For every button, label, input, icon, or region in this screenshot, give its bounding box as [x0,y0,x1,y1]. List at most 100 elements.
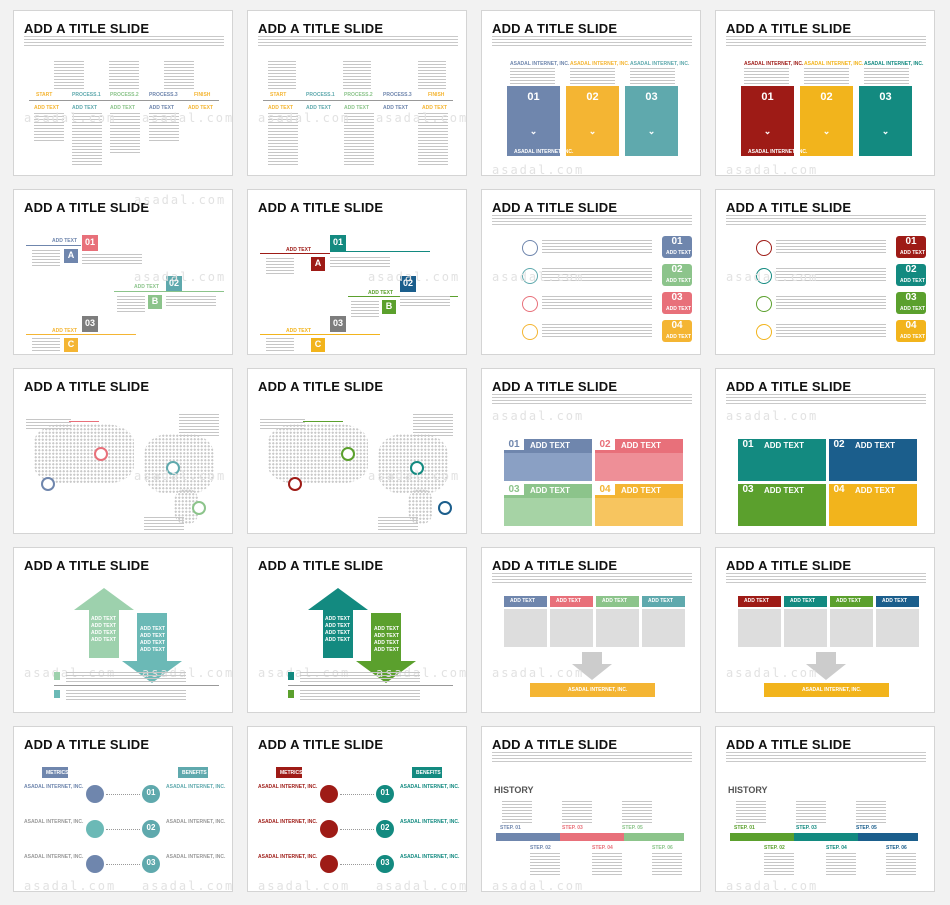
timeline-segment [560,833,624,841]
dotted-connector [106,829,140,830]
slide-16[interactable]: ADD A TITLE SLIDE ADD TEXT ADD TEXT ADD … [715,547,935,713]
slide-title: ADD A TITLE SLIDE [492,21,618,36]
slide-15[interactable]: ADD A TITLE SLIDE ADD TEXT ADD TEXT ADD … [481,547,701,713]
slide-6[interactable]: ADD A TITLE SLIDE ADD TEXT 01 A ADD TEXT… [247,189,467,355]
label-start: START [36,92,53,98]
watermark: asadal.com [134,469,227,483]
slide-12[interactable]: ADD A TITLE SLIDE 01 02 03 04 ADD TEXT A… [715,368,935,534]
text-block [268,113,298,165]
quadrant-3-header [738,484,826,498]
slide-14[interactable]: ADD A TITLE SLIDE ADD TEXT ADD TEXT ADD … [247,547,467,713]
text-block [149,113,179,143]
slide-18[interactable]: ADD A TITLE SLIDE METRICS BENEFITS ASADA… [247,726,467,892]
number-box [330,316,346,332]
map-pin-icon [166,461,180,475]
slide-2[interactable]: ADD A TITLE SLIDE START PROCESS.1 PROCES… [247,10,467,176]
column-header [830,596,873,607]
text-block [542,240,652,254]
letter-label: C [67,339,75,349]
text-block [109,61,139,89]
timeline-segment [496,833,560,841]
slide-17[interactable]: ADD A TITLE SLIDE METRICS BENEFITS ASADA… [13,726,233,892]
column-body [876,609,919,647]
share-icon [320,855,338,873]
slide-subtitle-text [492,36,692,46]
slide-20[interactable]: ADD A TITLE SLIDE HISTORY STEP. 01 STEP.… [715,726,935,892]
number-label: 01 [84,237,95,247]
slide-19[interactable]: ADD A TITLE SLIDE HISTORY STEP. 01 STEP.… [481,726,701,892]
hand-pointer-icon [756,296,772,312]
slide-8[interactable]: ADD A TITLE SLIDE 01 02 03 04 ADD TEXT A… [715,189,935,355]
connector-line [303,421,343,422]
number-box [82,316,98,332]
column-title: ADD TEXT [602,598,627,604]
slide-13[interactable]: ADD A TITLE SLIDE ADD TEXT ADD TEXT ADD … [13,547,233,713]
company-label: ASADAL INTERNET, INC. [258,854,318,860]
map-pin-icon [192,501,206,515]
divider-line [26,245,81,246]
quadrant-number: 04 [833,484,845,495]
step-label: STEP. 05 [856,825,877,831]
letter-box [311,257,325,271]
chevron-down-icon: ⌄ [588,126,597,136]
label-add-text: ADD TEXT [368,290,393,296]
label-add-text: ADD TEXT [286,247,311,253]
label-add-text: ADD TEXT [110,105,135,111]
chevron-down-icon: ⌄ [881,126,890,136]
number-circle [142,820,160,838]
slide-title: ADD A TITLE SLIDE [24,379,150,394]
text-block [32,250,60,268]
number-label: 01 [905,236,917,247]
world-map [34,424,134,484]
watermark: asadal.com [258,111,351,125]
slide-7[interactable]: ADD A TITLE SLIDE 01 02 03 04 ADD TEXT A… [481,189,701,355]
text-block [776,324,886,338]
slide-subtitle-text [492,215,692,225]
slide-title: ADD A TITLE SLIDE [492,379,618,394]
slide-4[interactable]: ADD A TITLE SLIDE ASADAL INTERNET, INC. … [715,10,935,176]
label-add-text: ADD TEXT [666,306,691,312]
quadrant-title: ADD TEXT [764,486,804,495]
text-block [542,324,652,338]
slide-11[interactable]: ADD A TITLE SLIDE 01 02 03 04 ADD TEXT A… [481,368,701,534]
quadrant-1-body [738,453,826,481]
map-pin-icon [288,477,302,491]
slide-title: ADD A TITLE SLIDE [24,21,150,36]
number-label: 03 [671,292,683,303]
text-block [144,517,184,531]
slide-title: ADD A TITLE SLIDE [492,200,618,215]
chevron-down-icon: ⌄ [763,126,772,136]
quadrant-number: 01 [504,439,524,450]
label-add-text: ADD TEXT [666,334,691,340]
text-block [418,113,448,165]
label-add-text: ADD TEXT [374,633,399,639]
slide-subtitle-text [726,573,926,583]
step-label: STEP. 03 [562,825,583,831]
step-label: STEP. 01 [734,825,755,831]
label-add-text: ADD TEXT [374,647,399,653]
slide-3[interactable]: ADD A TITLE SLIDE ASADAL INTERNET, INC. … [481,10,701,176]
text-block [300,690,420,700]
letter-label: B [151,296,159,306]
watermark: asadal.com [142,879,233,892]
slide-title: ADD A TITLE SLIDE [258,200,384,215]
slide-9[interactable]: ADD A TITLE SLIDE asadal.com [13,368,233,534]
label-add-text: ADD TEXT [140,633,165,639]
number-circle [376,820,394,838]
company-label: ASADAL INTERNET, INC. [400,854,460,860]
quadrant-number: 01 [742,439,754,450]
slide-5[interactable]: ADD A TITLE SLIDE asadal.com ADD TEXT 01… [13,189,233,355]
text-block [542,296,652,310]
slide-subtitle-text [24,36,224,46]
location-pin-icon [320,785,338,803]
slide-title: ADD A TITLE SLIDE [24,558,150,573]
slide-1[interactable]: ADD A TITLE SLIDE START PROCESS.1 PROCES… [13,10,233,176]
label-company: ASADAL INTERNET, INC. [744,61,804,67]
number-label: 02 [905,264,917,275]
card-number: 03 [879,91,892,103]
slide-subtitle-text [726,36,926,46]
slide-10[interactable]: ADD A TITLE SLIDE asadal.com [247,368,467,534]
number-box [166,276,182,292]
column-header [596,596,639,607]
card-1 [507,86,560,156]
